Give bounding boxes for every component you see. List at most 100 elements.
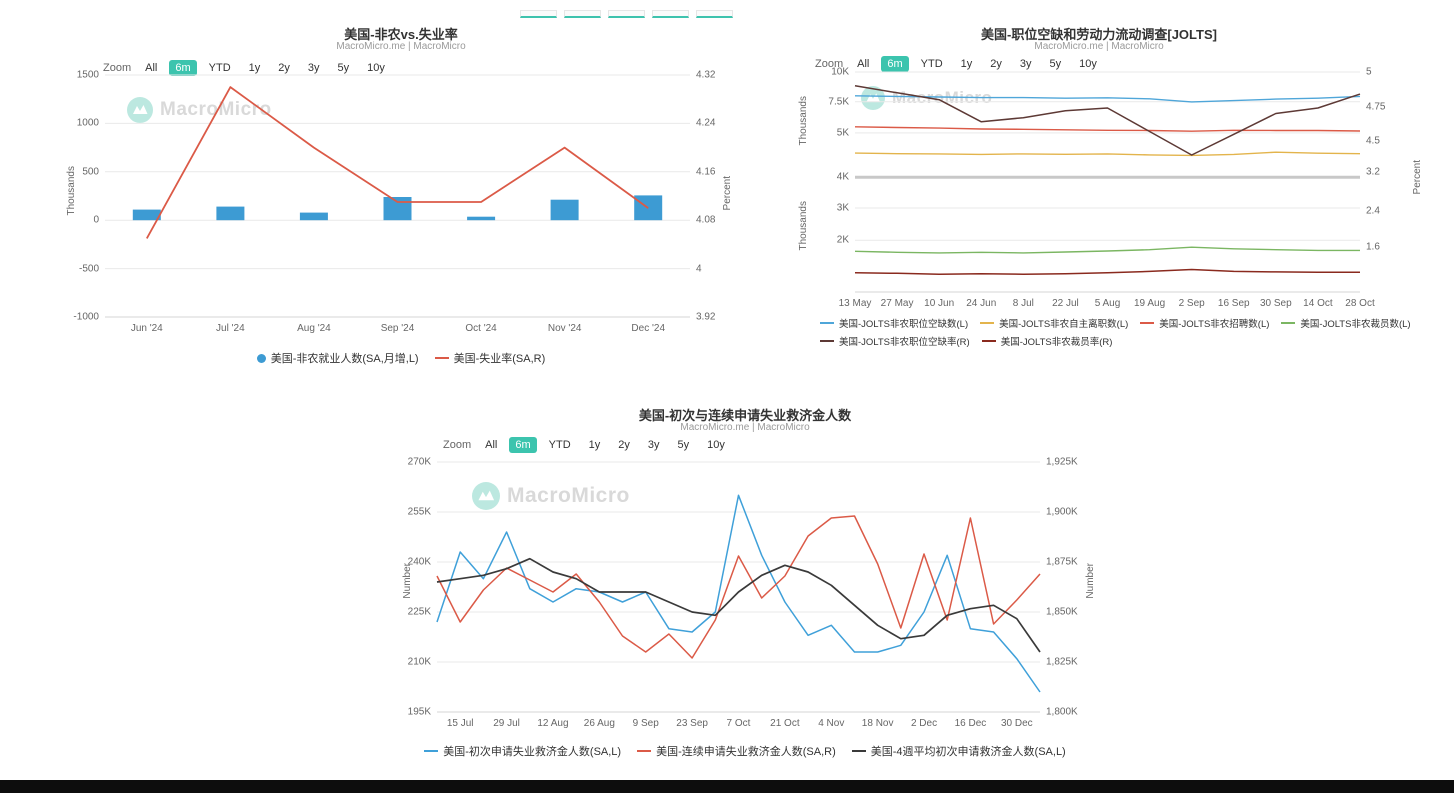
x-axis: Jun '24 Jul '24 Aug '24 Sep '24 Oct '24 Nov '… [105,323,690,337]
zoom-option-1y[interactable]: 1y [955,56,979,72]
zoom-option-6m[interactable]: 6m [169,59,197,77]
x-axis-tick: 29 Jul [493,718,520,729]
legend-marker-line [981,340,996,342]
zoom-option-all[interactable]: All [851,56,875,72]
chart-subtitle: MacroMicro.me | MacroMicro [680,422,810,433]
x-axis-tick: 26 Aug [583,718,615,729]
axis-tick: 270K [407,456,431,468]
axis-tick: 4K [836,171,849,183]
zoom-option-3y[interactable]: 3y [302,60,326,76]
legend-item[interactable]: 美国-连续申请失业救济金人数(SA,R) [637,743,836,759]
x-axis-tick: 30 Dec [1000,718,1033,729]
legend-item[interactable]: 美国-JOLTS非农裁员数(L) [1281,316,1411,330]
zoom-toolbar: Zoom All 6m YTD 1y 2y 3y 5y 10y [443,435,731,455]
axis-tick: 4.08 [696,214,716,226]
zoom-option-ytd[interactable]: YTD [543,437,577,453]
zoom-label: Zoom [443,439,472,451]
legend-label: 美国-JOLTS非农自主离职数(L) [999,319,1129,330]
zoom-option-all[interactable]: All [479,437,503,453]
x-axis-tick: Oct '24 [465,323,497,334]
zoom-option-10y[interactable]: 10y [1073,56,1103,72]
mini-tab[interactable] [564,10,601,18]
zoom-option-10y[interactable]: 10y [701,437,731,453]
axis-tick: 1500 [76,69,99,81]
plot-area[interactable] [105,74,690,318]
zoom-option-2y[interactable]: 2y [612,437,636,453]
y-axis-right: 4.32 4.24 4.16 4.08 4 3.92 [696,70,748,323]
legend: 美国-初次申请失业救济金人数(SA,L) 美国-连续申请失业救济金人数(SA,R)… [395,743,1095,759]
legend-item[interactable]: 美国-JOLTS非农自主离职数(L) [980,316,1128,330]
legend-marker-line [851,750,866,752]
zoom-option-10y[interactable]: 10y [361,60,391,76]
zoom-option-1y[interactable]: 1y [583,437,607,453]
legend-item[interactable]: 美国-JOLTS非农职位空缺数(L) [820,316,968,330]
x-axis-tick: 23 Sep [676,718,708,729]
axis-tick: 500 [82,166,99,178]
x-axis-tick: 5 Aug [1094,298,1121,309]
x-axis-tick: 22 Jul [1052,298,1079,309]
zoom-option-3y[interactable]: 3y [1014,56,1038,72]
axis-tick: 1,825K [1046,656,1078,668]
zoom-option-2y[interactable]: 2y [272,60,296,76]
legend-label: 美国-连续申请失业救济金人数(SA,R) [656,746,836,758]
zoom-option-5y[interactable]: 5y [672,437,696,453]
y-axis-right: 1,925K 1,900K 1,875K 1,850K 1,825K 1,800K [1046,457,1098,718]
axis-tick: 4.75 [1366,101,1386,113]
legend-item[interactable]: 美国-初次申请失业救济金人数(SA,L) [424,743,621,759]
x-axis-tick: 2 Sep [1178,298,1205,309]
legend-label: 美国-JOLTS非农招聘数(L) [1159,319,1270,330]
axis-tick: 1,800K [1046,706,1078,718]
zoom-option-6m[interactable]: 6m [881,55,909,73]
axis-tick: 4.24 [696,117,716,129]
zoom-option-all[interactable]: All [139,60,163,76]
legend-marker-line [637,750,652,752]
legend-item[interactable]: 美国-4週平均初次申请救济金人数(SA,L) [851,743,1066,759]
legend: 美国-JOLTS非农职位空缺数(L) 美国-JOLTS非农自主离职数(L) 美国-J… [820,316,1438,348]
axis-tick: 10K [831,66,849,78]
mini-tab[interactable] [652,10,689,18]
axis-tick: 4.16 [696,166,716,178]
x-axis-tick: 14 Oct [1303,298,1333,309]
legend-item[interactable]: 美国-JOLTS非农职位空缺率(R) [820,334,970,348]
zoom-option-ytd[interactable]: YTD [203,60,237,76]
legend-item[interactable]: 美国-JOLTS非农裁员率(R) [981,334,1112,348]
chart-card-nonfarm-vs-unemployment: 美国-非农vs.失业率 MacroMicro.me | MacroMicro Z… [58,8,744,378]
zoom-option-5y[interactable]: 5y [332,60,356,76]
mini-tab[interactable] [520,10,557,18]
zoom-option-2y[interactable]: 2y [984,56,1008,72]
x-axis-tick: Jul '24 [216,323,245,334]
legend-marker-line [1140,322,1155,324]
x-axis-tick: Dec '24 [631,323,665,334]
zoom-option-1y[interactable]: 1y [243,60,267,76]
y-axis-left: 270K 255K 240K 225K 210K 195K [385,457,431,718]
zoom-option-6m[interactable]: 6m [509,436,537,454]
zoom-option-5y[interactable]: 5y [1044,56,1068,72]
axis-tick: 2K [836,234,849,246]
chart-subtitle: MacroMicro.me | MacroMicro [1034,41,1164,52]
axis-tick: -1000 [73,311,99,323]
x-axis-tick: Sep '24 [380,323,415,334]
chart-title: 美国-非农vs.失业率 [344,27,458,42]
legend-label: 美国-JOLTS非农职位空缺率(R) [839,337,970,348]
x-axis-tick: Aug '24 [297,323,331,334]
axis-tick: 5 [1366,66,1372,78]
legend-item[interactable]: 美国-JOLTS非农招聘数(L) [1140,316,1269,330]
legend-marker-line [1281,322,1296,324]
y-axis-left: 1500 1000 500 0 -500 -1000 [53,70,99,323]
zoom-option-3y[interactable]: 3y [642,437,666,453]
x-axis-tick: 15 Jul [446,718,474,729]
x-axis-tick: 8 Jul [1012,298,1034,309]
axis-tick: 0 [93,214,99,226]
x-axis: 15 Jul 29 Jul 12 Aug 26 Aug 9 Sep 23 Sep 7 Oct… [437,718,1040,732]
zoom-option-ytd[interactable]: YTD [915,56,949,72]
zoom-label: Zoom [815,58,844,70]
x-axis-tick: 30 Sep [1259,298,1292,309]
plot-area[interactable] [854,71,1361,293]
axis-tick: 3.92 [696,311,716,323]
legend-item[interactable]: 美国-失业率(SA,R) [434,350,545,366]
mini-tab[interactable] [608,10,645,18]
plot-area[interactable] [436,461,1041,713]
legend-item[interactable]: 美国-非农就业人数(SA,月增,L) [256,350,419,366]
axis-tick: 3.2 [1366,166,1380,178]
mini-tab[interactable] [696,10,733,18]
